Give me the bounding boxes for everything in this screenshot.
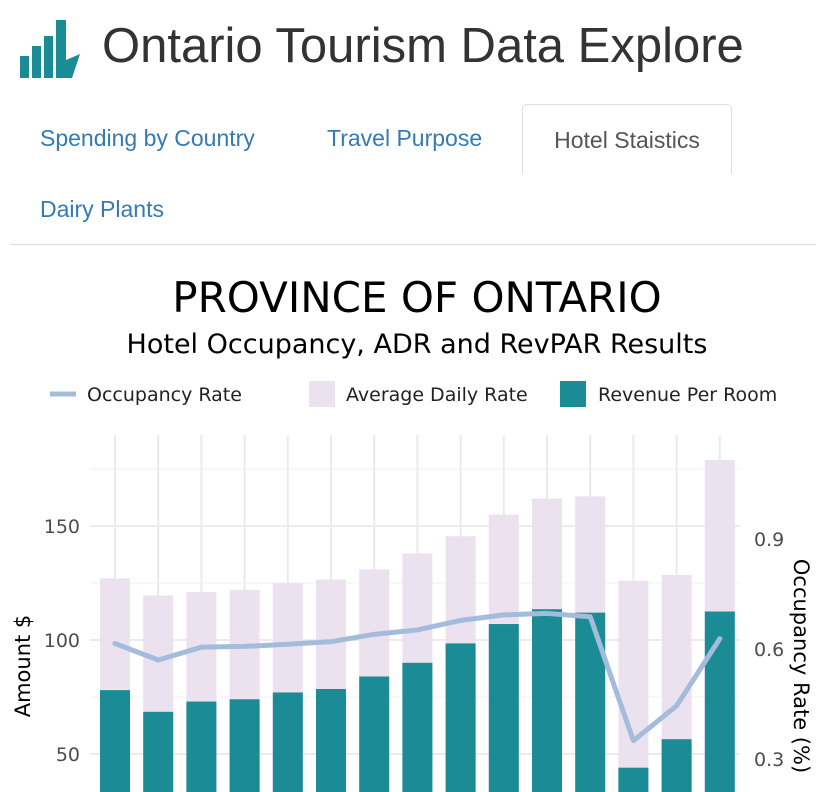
chart-legend: Occupancy Rate Average Daily Rate Revenu…	[50, 381, 777, 407]
revpar-bar	[488, 624, 519, 792]
tab-travel-purpose[interactable]: Travel Purpose	[327, 125, 483, 151]
tab-spending-by-country[interactable]: Spending by Country	[40, 125, 255, 151]
occupancy-series-line	[112, 610, 723, 744]
tab-hotel-statistics[interactable]: Hotel Staistics	[522, 104, 732, 174]
legend-revpar-label: Revenue Per Room	[598, 384, 777, 406]
y-tick-label: 100	[44, 630, 80, 652]
y2-axis-label: Occupancy Rate (%)	[789, 559, 813, 773]
y2-tick-label: 0.9	[754, 529, 784, 551]
occupancy-line	[112, 610, 723, 744]
y2-tick-label: 0.3	[754, 749, 784, 771]
revpar-bar	[618, 767, 649, 792]
app-header: Ontario Tourism Data Explore	[0, 0, 826, 100]
y2-axis-ticks: 0.3 0.6 0.9	[754, 529, 784, 771]
chart-title: PROVINCE OF ONTARIO	[172, 273, 661, 322]
legend-occupancy-label: Occupancy Rate	[87, 384, 242, 406]
y-axis-label: Amount $	[11, 615, 35, 718]
y-tick-label: 150	[44, 516, 80, 538]
legend-adr-label: Average Daily Rate	[346, 384, 528, 406]
revpar-bar	[402, 662, 433, 792]
revpar-bar	[316, 689, 346, 792]
bar-chart-logo-icon	[20, 20, 80, 78]
tab-dairy-plants[interactable]: Dairy Plants	[40, 196, 164, 222]
legend-revpar-swatch	[560, 381, 586, 407]
revpar-bar	[445, 643, 476, 792]
revpar-bar	[143, 711, 174, 792]
app-title: Ontario Tourism Data Explore	[102, 19, 744, 73]
chart-subtitle: Hotel Occupancy, ADR and RevPAR Results	[127, 329, 708, 360]
y-tick-label: 50	[56, 744, 80, 766]
y2-tick-label: 0.6	[754, 639, 784, 661]
chart-svg: PROVINCE OF ONTARIO Hotel Occupancy, ADR…	[11, 273, 813, 792]
revpar-bar	[272, 692, 303, 792]
revpar-bar	[661, 739, 692, 792]
revpar-bar	[100, 690, 130, 792]
revpar-bar	[229, 699, 260, 792]
revpar-bars	[100, 609, 735, 792]
legend-adr-swatch	[309, 381, 335, 407]
revpar-bar	[359, 676, 390, 792]
adr-bar	[618, 580, 649, 792]
tab-bar: Spending by Country Travel Purpose Hotel…	[10, 103, 816, 245]
y-axis-ticks: 50 100 150	[44, 516, 80, 766]
hotel-chart: PROVINCE OF ONTARIO Hotel Occupancy, ADR…	[0, 250, 826, 792]
revpar-bar	[186, 701, 217, 792]
revpar-bar	[532, 609, 562, 792]
